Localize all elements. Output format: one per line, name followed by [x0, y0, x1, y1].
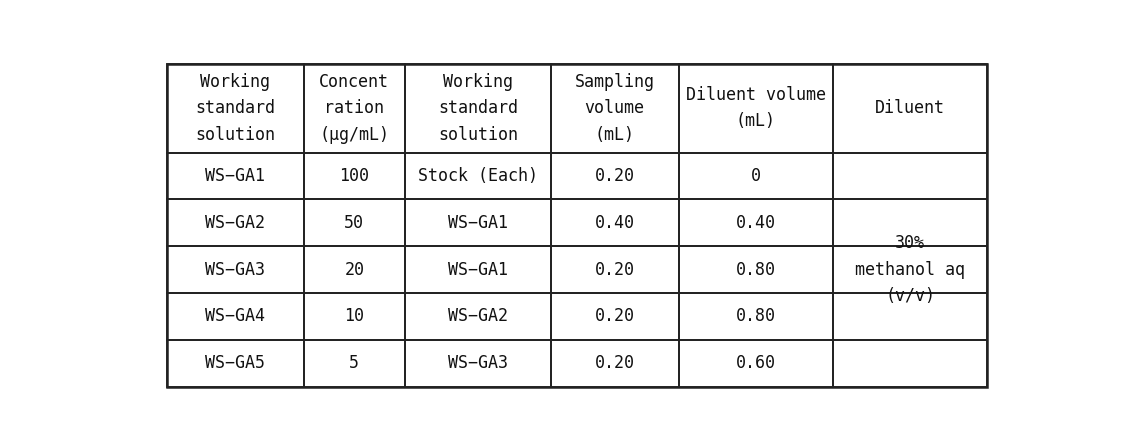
Bar — [405, 340, 551, 387]
Text: WS−GA3: WS−GA3 — [205, 260, 266, 279]
Text: 0.20: 0.20 — [595, 307, 635, 326]
Bar — [405, 246, 551, 293]
Text: WS−GA2: WS−GA2 — [205, 214, 266, 232]
Bar — [167, 246, 304, 293]
Bar — [304, 293, 405, 340]
Text: 0: 0 — [751, 167, 761, 185]
Bar — [551, 199, 679, 246]
Text: Concent
ration
(μg/mL): Concent ration (μg/mL) — [320, 73, 390, 144]
Bar — [551, 246, 679, 293]
Bar — [833, 153, 988, 199]
Text: Working
standard
solution: Working standard solution — [438, 73, 518, 144]
Text: Diluent: Diluent — [875, 99, 945, 117]
Bar — [304, 340, 405, 387]
Bar — [167, 199, 304, 246]
Bar — [304, 153, 405, 199]
Text: 0.20: 0.20 — [595, 354, 635, 372]
Bar — [304, 64, 405, 153]
Text: 5: 5 — [349, 354, 359, 372]
Bar — [167, 340, 304, 387]
Bar — [833, 64, 988, 153]
Bar — [304, 246, 405, 293]
Bar — [833, 246, 988, 293]
Bar — [551, 64, 679, 153]
Text: 0.80: 0.80 — [735, 260, 776, 279]
Text: 20: 20 — [345, 260, 365, 279]
Text: 0.60: 0.60 — [735, 354, 776, 372]
Bar — [405, 293, 551, 340]
Text: WS−GA2: WS−GA2 — [448, 307, 508, 326]
Text: 100: 100 — [339, 167, 369, 185]
Text: WS−GA1: WS−GA1 — [448, 260, 508, 279]
Bar — [679, 246, 833, 293]
Text: WS−GA1: WS−GA1 — [205, 167, 266, 185]
Text: Working
standard
solution: Working standard solution — [195, 73, 275, 144]
Text: 0.20: 0.20 — [595, 167, 635, 185]
Text: WS−GA1: WS−GA1 — [448, 214, 508, 232]
Text: Stock (Each): Stock (Each) — [418, 167, 538, 185]
Text: 0.20: 0.20 — [595, 260, 635, 279]
Bar — [551, 340, 679, 387]
Bar — [405, 153, 551, 199]
Text: 30%
methanol aq
(v/v): 30% methanol aq (v/v) — [855, 234, 965, 305]
Bar — [405, 64, 551, 153]
Text: WS−GA4: WS−GA4 — [205, 307, 266, 326]
Text: 0.80: 0.80 — [735, 307, 776, 326]
Bar — [833, 293, 988, 340]
Bar — [551, 153, 679, 199]
Bar — [167, 153, 304, 199]
Bar — [405, 199, 551, 246]
Text: Sampling
volume
(mL): Sampling volume (mL) — [574, 73, 654, 144]
Bar — [679, 64, 833, 153]
Bar — [551, 293, 679, 340]
Bar — [679, 340, 833, 387]
Text: 10: 10 — [345, 307, 365, 326]
Bar — [304, 199, 405, 246]
Bar — [167, 293, 304, 340]
Bar — [679, 153, 833, 199]
Bar — [833, 340, 988, 387]
Bar — [679, 199, 833, 246]
Text: 50: 50 — [345, 214, 365, 232]
Text: 0.40: 0.40 — [595, 214, 635, 232]
Text: 0.40: 0.40 — [735, 214, 776, 232]
Text: WS−GA3: WS−GA3 — [448, 354, 508, 372]
Text: WS−GA5: WS−GA5 — [205, 354, 266, 372]
Text: Diluent volume
(mL): Diluent volume (mL) — [686, 86, 825, 130]
Bar — [833, 199, 988, 246]
Bar — [679, 293, 833, 340]
Bar — [167, 64, 304, 153]
